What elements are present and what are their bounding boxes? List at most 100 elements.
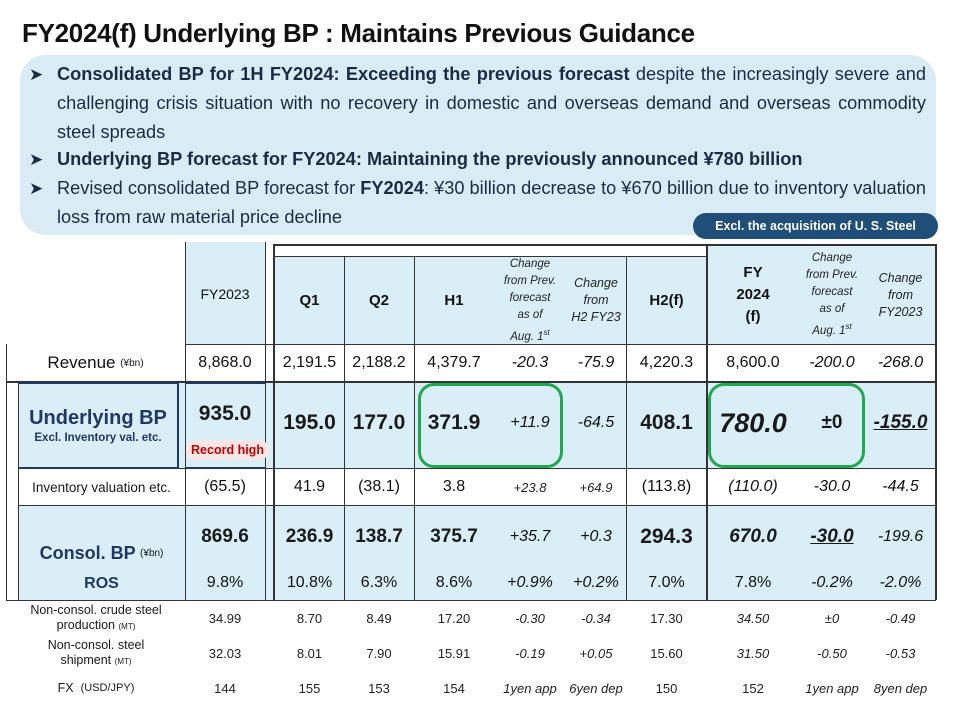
vline xyxy=(265,242,266,600)
cell-fx-chg-prev: 1yen app xyxy=(503,680,557,696)
cell-crude-fy2023: 34.99 xyxy=(208,610,242,626)
excl-acquisition-badge: Excl. the acquisition of U. S. Steel xyxy=(693,213,938,239)
cell-consol-chg-h2fy23: +0.3 xyxy=(580,528,612,545)
header-line: Aug. 1 xyxy=(812,324,846,337)
header-line: Change xyxy=(509,257,551,270)
cell-revenue-chg-prev-fy: -200.0 xyxy=(809,354,855,371)
cell-inventory-h2f: (113.8) xyxy=(641,478,692,495)
cell-fx-q1: 155 xyxy=(298,680,321,696)
header-line: from xyxy=(583,293,609,307)
cell-shipment-q1: 8.01 xyxy=(296,645,323,661)
summary-box xyxy=(20,55,936,235)
cell-ros-q2: 6.3% xyxy=(360,574,398,591)
header-line: H2 FY23 xyxy=(571,310,621,324)
cell-shipment-chg-prev-fy: -0.50 xyxy=(817,645,847,661)
row-label-fx: FX (USD/JPY) xyxy=(10,672,182,704)
cell-ros-chg-fy2023: -2.0% xyxy=(879,574,922,591)
row-label-consol: Consol. BP (¥bn) xyxy=(18,540,185,566)
header-line: from xyxy=(888,287,913,302)
col-header-change-prev: Change from Prev. forecast as of Aug. 1s… xyxy=(494,257,566,344)
cell-revenue-h2f: 4,220.3 xyxy=(639,354,694,371)
cell-revenue-chg-prev: -20.3 xyxy=(511,354,549,371)
col-header-q1: Q1 xyxy=(299,292,320,309)
cell-consol-q2: 138.7 xyxy=(355,526,403,547)
row-label-text-2: shipment (MT) xyxy=(60,653,131,669)
vline xyxy=(414,257,415,600)
cell-crude-q2: 8.49 xyxy=(366,610,392,626)
unit-label: (MT) xyxy=(118,621,136,631)
cell-ros-chg-h2fy23: +0.2% xyxy=(573,574,619,591)
cell-shipment-chg-fy2023: -0.53 xyxy=(885,645,916,661)
cell-shipment-h2f: 15.60 xyxy=(650,645,683,661)
bullet-3-bold: FY2024 xyxy=(360,178,424,198)
unit-label: (USD/JPY) xyxy=(80,682,135,694)
bullet-1-bold: Consolidated BP for 1H FY2024: Exceeding… xyxy=(57,64,630,84)
vline xyxy=(706,244,708,600)
cell-crude-chg-prev-fy: ±0 xyxy=(824,610,840,626)
col-header-h2f: H2(f) xyxy=(649,292,684,309)
hline xyxy=(273,256,706,257)
cell-consol-fy2023: 869.6 xyxy=(201,526,249,547)
header-line: Change xyxy=(811,252,853,265)
hline xyxy=(18,505,936,506)
cell-consol-h2f: 294.3 xyxy=(640,525,693,548)
hline xyxy=(273,244,936,246)
cell-underlying-chg-fy2023: -155.0 xyxy=(873,412,928,433)
bullet-1: ➤ Consolidated BP for 1H FY2024: Exceedi… xyxy=(29,60,926,147)
row-label-inventory: Inventory valuation etc. xyxy=(32,479,171,495)
cell-crude-h2f: 17.30 xyxy=(650,610,683,626)
hline xyxy=(6,600,936,601)
bullet-2-bold: Underlying BP forecast for FY2024: Maint… xyxy=(57,149,803,169)
arrow-icon: ➤ xyxy=(29,179,44,198)
header-line: FY xyxy=(743,264,763,281)
cell-underlying-fy2024f: 780.0 xyxy=(719,407,787,438)
row-label-text: Revenue xyxy=(47,353,116,372)
cell-inventory-fy2024f: (110.0) xyxy=(728,478,778,495)
cell-inventory-chg-fy2023: -44.5 xyxy=(882,478,919,495)
underlying-row-bg xyxy=(18,382,936,468)
cell-shipment-fy2024f: 31.50 xyxy=(736,645,770,661)
header-line: forecast xyxy=(811,286,853,299)
cell-revenue-fy2023: 8,868.0 xyxy=(198,354,252,371)
cell-ros-h1: 8.6% xyxy=(435,574,473,591)
cell-crude-chg-h2fy23: -0.34 xyxy=(581,610,611,626)
cell-inventory-fy2023: (65.5) xyxy=(204,478,246,495)
cell-fx-h1: 154 xyxy=(443,680,465,696)
vline xyxy=(18,382,19,600)
cell-revenue-q1: 2,191.5 xyxy=(282,354,337,371)
cell-underlying-q2: 177.0 xyxy=(352,411,406,434)
consol-row-bg xyxy=(18,505,936,600)
row-label-text: shipment xyxy=(60,652,112,667)
col-header-change-h2fy23: Change from H2 FY23 xyxy=(566,257,626,344)
cell-crude-fy2024f: 34.50 xyxy=(736,610,770,626)
cell-underlying-chg-prev-fy: ±0 xyxy=(821,412,843,433)
cell-underlying-h1: 371.9 xyxy=(427,411,481,434)
cell-crude-q1: 8.70 xyxy=(296,610,323,626)
header-line: Aug. 1 xyxy=(510,330,544,343)
cell-consol-chg-prev: +35.7 xyxy=(509,528,551,545)
superscript: st xyxy=(845,322,852,332)
cell-inventory-chg-prev-fy: -30.0 xyxy=(813,478,851,495)
cell-fx-chg-h2fy23: 6yen dep xyxy=(569,680,623,696)
cell-shipment-chg-h2fy23: +0.05 xyxy=(579,645,613,661)
cell-revenue-fy2024f: 8,600.0 xyxy=(726,354,780,371)
vline xyxy=(626,257,627,600)
bullet-2: ➤ Underlying BP forecast for FY2024: Mai… xyxy=(29,145,926,174)
cell-shipment-h1: 15.91 xyxy=(437,645,471,661)
fy2024-highlight xyxy=(708,383,865,468)
unit-label: (MT) xyxy=(114,656,132,666)
row-label-text: Non-consol. steel xyxy=(47,637,145,652)
cell-inventory-chg-prev: +23.8 xyxy=(513,479,547,495)
superscript: st xyxy=(543,327,550,337)
cell-consol-h1: 375.7 xyxy=(430,526,478,547)
header-line: Change xyxy=(878,270,923,285)
vline xyxy=(344,257,345,600)
cell-revenue-chg-h2fy23: -75.9 xyxy=(577,354,615,371)
cell-crude-chg-fy2023: -0.49 xyxy=(885,610,916,626)
arrow-icon: ➤ xyxy=(29,65,44,84)
cell-fx-q2: 153 xyxy=(368,680,390,696)
cell-crude-h1: 17.20 xyxy=(437,610,471,626)
page-title: FY2024(f) Underlying BP : Maintains Prev… xyxy=(22,18,695,48)
vline xyxy=(273,244,275,600)
vline xyxy=(185,242,186,600)
